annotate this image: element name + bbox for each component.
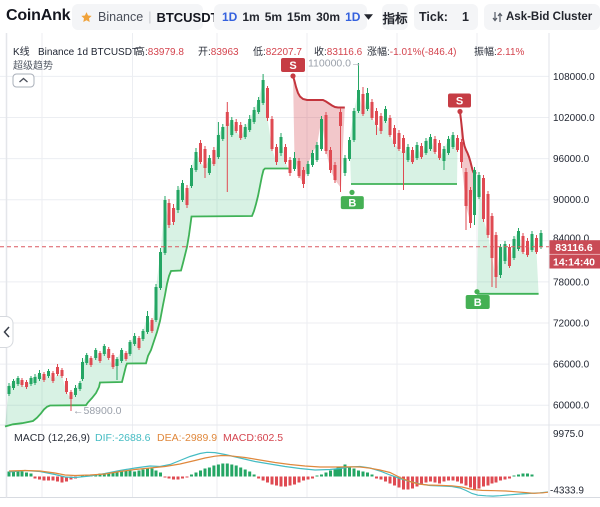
- svg-text:DEA:-2989.9: DEA:-2989.9: [157, 432, 217, 444]
- svg-text:涨幅:-1.01%(-846.4): 涨幅:-1.01%(-846.4): [367, 45, 456, 58]
- svg-text:Binance 1d BTCUSDT: Binance 1d BTCUSDT: [38, 47, 138, 58]
- svg-text:超级趋势: 超级趋势: [13, 59, 53, 72]
- svg-text:DIF:-2688.6: DIF:-2688.6: [95, 432, 151, 444]
- svg-text:高:83979.8: 高:83979.8: [135, 45, 184, 58]
- svg-text:14:14:40: 14:14:40: [553, 256, 595, 268]
- svg-text:S: S: [289, 60, 296, 72]
- svg-text:←58900.0: ←58900.0: [73, 405, 122, 417]
- svg-text:83116.6: 83116.6: [555, 242, 593, 254]
- svg-text:MACD:602.5: MACD:602.5: [223, 432, 283, 444]
- svg-text:MACD: MACD: [14, 432, 45, 444]
- svg-text:开:83963: 开:83963: [198, 47, 239, 58]
- svg-text:9975.0: 9975.0: [553, 429, 584, 440]
- svg-text:K线: K线: [13, 45, 30, 58]
- svg-text:66000.0: 66000.0: [553, 360, 590, 371]
- svg-text:78000.0: 78000.0: [553, 277, 590, 288]
- svg-text:-4333.9: -4333.9: [550, 486, 584, 497]
- svg-text:低:82207.7: 低:82207.7: [253, 45, 302, 58]
- svg-text:90000.0: 90000.0: [553, 195, 590, 206]
- svg-text:72000.0: 72000.0: [553, 319, 590, 330]
- svg-text:108000.0: 108000.0: [553, 72, 595, 83]
- svg-text:96000.0: 96000.0: [553, 154, 590, 165]
- svg-text:B: B: [348, 198, 356, 210]
- svg-text:(12,26,9): (12,26,9): [48, 432, 90, 444]
- svg-text:102000.0: 102000.0: [553, 113, 595, 124]
- svg-text:振幅:2.11%: 振幅:2.11%: [474, 45, 525, 58]
- svg-text:收:83116.6: 收:83116.6: [314, 45, 363, 58]
- svg-text:60000.0: 60000.0: [553, 401, 590, 412]
- svg-text:S: S: [456, 96, 463, 108]
- svg-text:B: B: [474, 297, 482, 309]
- svg-text:110000.0→: 110000.0→: [308, 58, 362, 70]
